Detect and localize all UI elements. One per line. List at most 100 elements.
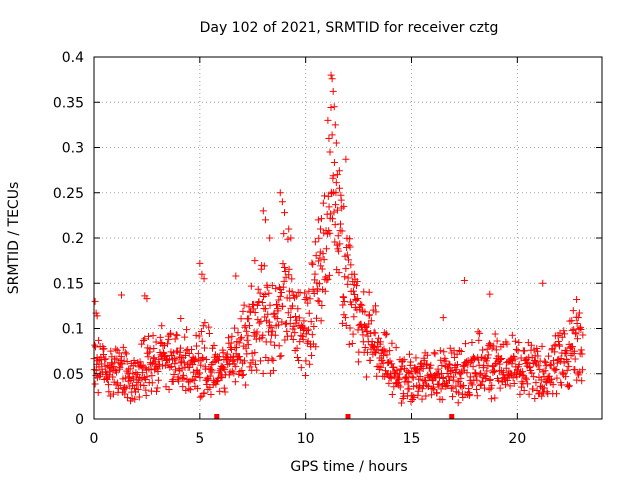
data-point: [117, 353, 125, 361]
data-point: [172, 366, 180, 374]
data-point: [496, 384, 504, 392]
y-tick-label: 0.35: [53, 95, 84, 111]
data-point: [184, 378, 192, 386]
data-point: [244, 332, 252, 340]
data-point: [237, 315, 245, 323]
data-point: [577, 346, 585, 354]
data-point: [175, 377, 183, 385]
data-point: [281, 336, 289, 344]
data-point: [185, 385, 193, 393]
data-point: [144, 332, 152, 340]
data-point: [112, 345, 120, 353]
data-point: [346, 243, 354, 251]
data-point: [208, 366, 216, 374]
data-point: [435, 380, 443, 388]
data-point: [382, 331, 390, 339]
data-point: [521, 374, 529, 382]
data-point: [205, 323, 213, 331]
data-point: [385, 379, 393, 387]
data-point: [530, 357, 538, 365]
data-point: [329, 172, 337, 180]
data-point: [529, 385, 537, 393]
data-point: [446, 344, 454, 352]
data-point: [236, 353, 244, 361]
data-point: [138, 340, 146, 348]
data-point: [491, 330, 499, 338]
data-point: [341, 314, 349, 322]
data-point: [121, 348, 129, 356]
data-point: [202, 356, 210, 364]
data-point: [257, 317, 265, 325]
data-point: [279, 260, 287, 268]
data-point: [220, 384, 228, 392]
data-point: [93, 312, 101, 320]
data-point: [357, 300, 365, 308]
data-point: [527, 341, 535, 349]
data-point: [282, 320, 290, 328]
data-point: [388, 339, 396, 347]
data-point: [454, 399, 462, 407]
data-point: [273, 301, 281, 309]
data-point: [541, 359, 549, 367]
data-point: [551, 348, 559, 356]
data-point: [330, 159, 338, 167]
data-point: [348, 339, 356, 347]
data-point: [261, 216, 269, 224]
data-point: [111, 366, 119, 374]
data-point: [569, 307, 577, 315]
data-point: [468, 381, 476, 389]
data-point: [379, 359, 387, 367]
data-point: [553, 390, 561, 398]
data-point: [110, 362, 118, 370]
data-point: [372, 302, 380, 310]
data-point: [438, 396, 446, 404]
data-point: [564, 358, 572, 366]
data-point: [342, 321, 350, 329]
data-point: [317, 317, 325, 325]
data-point: [443, 369, 451, 377]
data-point: [404, 368, 412, 376]
data-point: [108, 359, 116, 367]
data-point: [350, 270, 358, 278]
data-point: [258, 299, 266, 307]
data-point: [123, 357, 131, 365]
data-point: [510, 352, 518, 360]
data-point: [210, 341, 218, 349]
data-point: [126, 365, 134, 373]
data-point: [301, 372, 309, 380]
data-point: [305, 309, 313, 317]
data-point: [343, 251, 351, 259]
data-point: [489, 363, 497, 371]
data-point: [192, 342, 200, 350]
data-point: [255, 319, 263, 327]
data-point: [489, 366, 497, 374]
data-point: [511, 337, 519, 345]
data-point: [478, 378, 486, 386]
data-point: [147, 366, 155, 374]
x-tick-label: 0: [90, 431, 99, 447]
data-point: [468, 338, 476, 346]
data-point: [388, 391, 396, 399]
data-point: [136, 381, 144, 389]
data-point: [177, 315, 185, 323]
y-tick-label: 0: [75, 412, 84, 428]
data-point: [473, 376, 481, 384]
data-point: [299, 335, 307, 343]
data-point: [340, 298, 348, 306]
data-point: [141, 335, 149, 343]
data-point: [524, 380, 532, 388]
data-point: [561, 330, 569, 338]
data-point: [182, 386, 190, 394]
data-point: [186, 386, 194, 394]
y-tick-label: 0.3: [62, 141, 84, 157]
data-point: [249, 356, 257, 364]
data-point: [475, 336, 483, 344]
data-point: [112, 368, 120, 376]
data-point: [449, 393, 457, 401]
data-point: [95, 336, 103, 344]
data-point: [455, 378, 463, 386]
data-point: [294, 305, 302, 313]
data-point: [235, 339, 243, 347]
data-point: [482, 357, 490, 365]
data-point: [485, 340, 493, 348]
